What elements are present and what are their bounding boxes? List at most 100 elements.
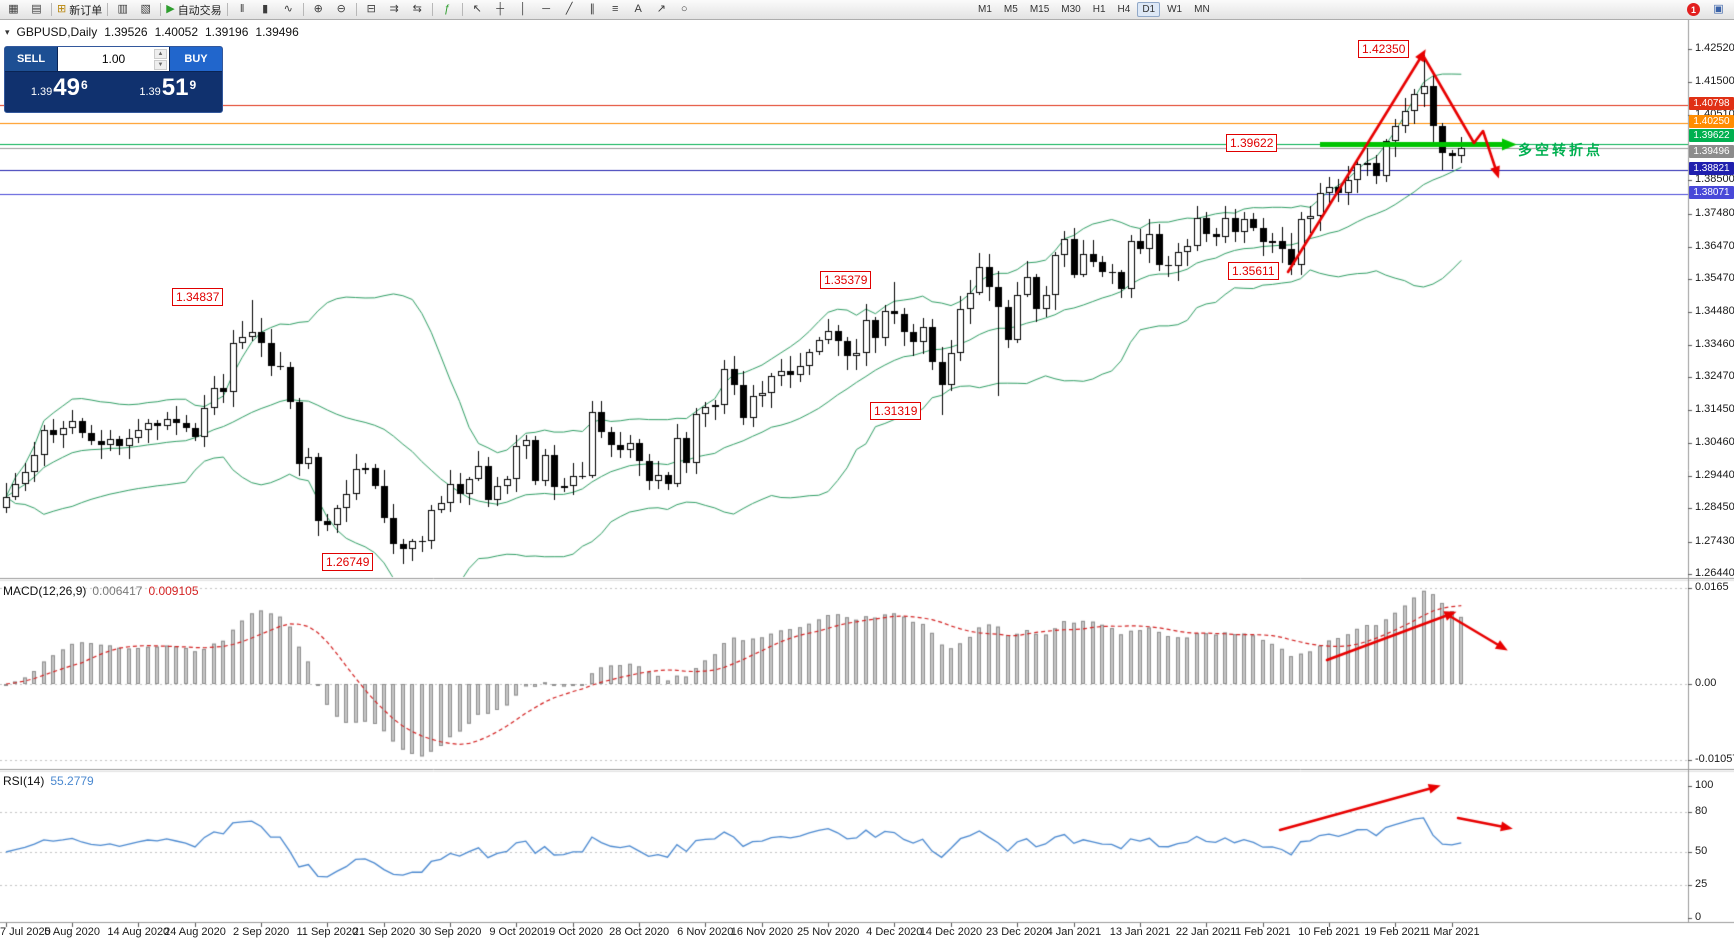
zoom-out-icon[interactable]: ⊖ <box>336 3 346 15</box>
price-label-object[interactable]: 1.39622 <box>1226 134 1278 152</box>
low-value: 1.39196 <box>205 25 249 39</box>
price-label-object[interactable]: 1.34837 <box>172 288 224 306</box>
spinner-down-icon[interactable]: ▼ <box>154 60 167 70</box>
horizontal-line-icon[interactable]: ─ <box>542 3 551 15</box>
turning-point-note[interactable]: 多空转折点 <box>1518 142 1603 158</box>
price-badge: 1.39496 <box>1689 145 1734 158</box>
text-icon[interactable]: A <box>634 3 642 15</box>
price-tick: 1.33460 <box>1695 337 1734 350</box>
price-tick: 1.32470 <box>1695 370 1734 383</box>
market-watch-icon[interactable]: ▥ <box>117 3 128 15</box>
macd-indicator-header: MACD(12,26,9) 0.006417 0.009105 <box>3 584 199 598</box>
toolbar-tools: ▦ ▤ ⊞ 新订单 ▥ ▧ ▶ 自动交易 ‖ ▮ ∿ ⊕ ⊖ ⊟ ⇉ ⇆ ƒ ↖ ┼ │ ─ ╱ ∥ ≡ A ↗ ○ <box>2 0 696 19</box>
date-label: 4 Jan 2021 <box>1046 926 1102 938</box>
date-label: 28 Oct 2020 <box>609 926 670 938</box>
rsi-scale-label: 80 <box>1695 805 1708 818</box>
price-badge: 1.38821 <box>1689 161 1734 175</box>
auto-trading-button[interactable]: ▶ 自动交易 <box>166 3 222 17</box>
price-tick: 1.36470 <box>1695 239 1734 252</box>
sell-button[interactable]: SELL <box>5 47 57 71</box>
rsi-value: 55.2779 <box>50 774 94 788</box>
tile-windows-icon[interactable]: ⊟ <box>366 3 376 15</box>
price-tick: 1.31450 <box>1695 403 1734 416</box>
date-label: 2 Sep 2020 <box>233 926 290 938</box>
candlestick-icon[interactable]: ▮ <box>262 3 269 15</box>
vertical-line-icon[interactable]: │ <box>519 3 527 15</box>
date-label: 1 Mar 2021 <box>1424 926 1480 938</box>
price-label-object[interactable]: 1.42350 <box>1358 40 1410 58</box>
volume-value: 1.00 <box>101 52 126 66</box>
rsi-label: RSI(14) <box>3 774 45 788</box>
toolbar-separator <box>431 3 433 16</box>
date-label: 14 Dec 2020 <box>919 926 983 938</box>
timeframe-w1[interactable]: W1 <box>1167 4 1183 15</box>
sell-price: 1.39 49 6 <box>30 74 88 101</box>
profiles-icon[interactable]: ▤ <box>31 3 42 15</box>
macd-signal-value: 0.009105 <box>148 584 199 598</box>
price-badge: 1.40250 <box>1689 115 1734 129</box>
price-label-object[interactable]: 1.35611 <box>1228 262 1279 280</box>
chart-shift-icon[interactable]: ⇆ <box>412 3 422 15</box>
price-tick: 1.38500 <box>1695 173 1734 186</box>
date-label: 14 Aug 2020 <box>107 926 170 938</box>
trendline-icon[interactable]: ╱ <box>565 3 573 15</box>
rsi-indicator-header: RSI(14) 55.2779 <box>3 774 94 788</box>
timeframe-m15[interactable]: M15 <box>1029 4 1050 15</box>
one-click-trade-panel: SELL 1.00 ▲ ▼ BUY 1.39 49 6 1.39 51 9 <box>4 46 223 113</box>
timeframe-m30[interactable]: M30 <box>1061 4 1081 15</box>
price-tick: 1.41500 <box>1695 75 1734 88</box>
macd-label: MACD(12,26,9) <box>3 584 87 598</box>
timeframe-h1[interactable]: H1 <box>1092 4 1106 15</box>
fibonacci-icon[interactable]: ≡ <box>611 3 619 15</box>
volume-input[interactable]: 1.00 ▲ ▼ <box>57 47 170 71</box>
new-chart-icon[interactable]: ▦ <box>8 3 19 15</box>
arrow-tool-icon[interactable]: ↗ <box>656 3 666 15</box>
collapse-panel-icon[interactable]: ▾ <box>5 26 10 37</box>
date-label: 19 Feb 2021 <box>1364 926 1427 938</box>
timeframe-d1[interactable]: D1 <box>1137 2 1161 17</box>
line-chart-icon[interactable]: ∿ <box>283 3 293 15</box>
date-axis[interactable]: 7 Jul 2020 5 Aug 2020 14 Aug 2020 24 Aug 20… <box>0 922 1688 941</box>
dock-icon[interactable]: ▣ <box>1713 3 1724 15</box>
new-order-button[interactable]: ⊞ 新订单 <box>57 3 103 17</box>
spinner-up-icon[interactable]: ▲ <box>154 49 167 59</box>
price-label-object[interactable]: 1.31319 <box>870 402 922 420</box>
price-axis[interactable]: 1.42520 1.41500 1.40510 1.38500 1.37480 1.364… <box>1688 19 1734 923</box>
timeframe-mn[interactable]: MN <box>1194 4 1210 15</box>
rsi-scale-label: 100 <box>1695 779 1714 791</box>
timeframe-h4[interactable]: H4 <box>1117 4 1131 15</box>
volume-spinner: ▲ ▼ <box>154 49 167 70</box>
timeframe-m5[interactable]: M5 <box>1003 4 1018 15</box>
data-window-icon[interactable]: ▧ <box>140 3 151 15</box>
auto-scroll-icon[interactable]: ⇉ <box>389 3 399 15</box>
bar-chart-icon[interactable]: ‖ <box>239 3 245 15</box>
date-label: 24 Aug 2020 <box>164 926 226 938</box>
price-label-object[interactable]: 1.35379 <box>820 271 872 289</box>
timeframe-m1[interactable]: M1 <box>978 4 992 15</box>
price-label-object[interactable]: 1.26749 <box>322 553 374 571</box>
price-tick: 1.42520 <box>1695 42 1734 54</box>
crosshair-icon[interactable]: ┼ <box>496 3 505 15</box>
date-label: 4 Dec 2020 <box>866 926 923 938</box>
channel-icon[interactable]: ∥ <box>589 3 595 15</box>
date-label: 10 Feb 2021 <box>1298 926 1360 938</box>
indicators-icon[interactable]: ƒ <box>444 3 451 15</box>
toolbar-separator <box>51 3 52 16</box>
cursor-icon[interactable]: ↖ <box>472 3 482 15</box>
notification-badge[interactable]: 1 <box>1687 3 1700 16</box>
date-label: 5 Aug 2020 <box>44 926 100 938</box>
close-value: 1.39496 <box>255 25 299 39</box>
date-label: 19 Oct 2020 <box>543 926 603 938</box>
rsi-scale-label: 50 <box>1695 845 1708 857</box>
toolbar: ▦ ▤ ⊞ 新订单 ▥ ▧ ▶ 自动交易 ‖ ▮ ∿ ⊕ ⊖ ⊟ ⇉ ⇆ ƒ ↖ ┼ │ ─ ╱ ∥ ≡ A ↗ ○ M1 M5 M15… <box>0 0 1734 20</box>
price-badge: 1.38071 <box>1689 186 1734 200</box>
rsi-scale-label: 0 <box>1695 911 1702 923</box>
zoom-in-icon[interactable]: ⊕ <box>313 3 323 15</box>
shapes-icon[interactable]: ○ <box>680 3 688 15</box>
buy-button[interactable]: BUY <box>170 47 222 71</box>
price-tick: 1.35470 <box>1695 272 1734 285</box>
price-badge: 1.39622 <box>1689 129 1734 142</box>
price-tick: 1.26440 <box>1695 567 1734 579</box>
